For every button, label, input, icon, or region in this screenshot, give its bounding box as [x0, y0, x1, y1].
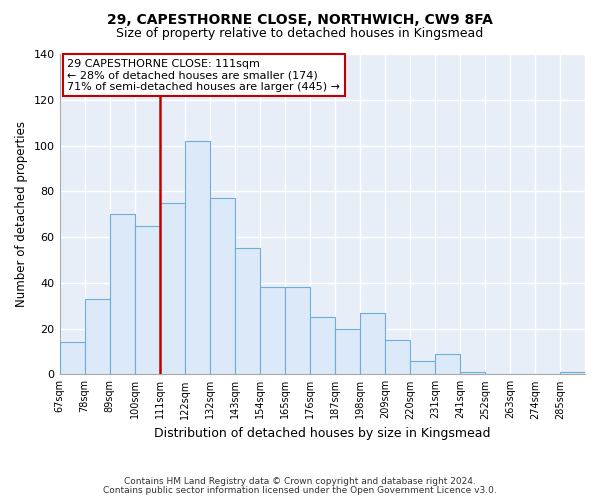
Bar: [85, 299, 110, 374]
Text: Contains HM Land Registry data © Crown copyright and database right 2024.: Contains HM Land Registry data © Crown c…: [124, 477, 476, 486]
Bar: [185, 141, 209, 374]
Bar: [160, 202, 185, 374]
Bar: [134, 226, 160, 374]
Bar: [285, 288, 310, 374]
Bar: [110, 214, 134, 374]
Text: Contains public sector information licensed under the Open Government Licence v3: Contains public sector information licen…: [103, 486, 497, 495]
Bar: [460, 372, 485, 374]
Bar: [410, 360, 435, 374]
Bar: [385, 340, 410, 374]
Bar: [59, 342, 85, 374]
Text: 29 CAPESTHORNE CLOSE: 111sqm
← 28% of detached houses are smaller (174)
71% of s: 29 CAPESTHORNE CLOSE: 111sqm ← 28% of de…: [67, 59, 340, 92]
Bar: [360, 312, 385, 374]
Bar: [209, 198, 235, 374]
Bar: [335, 328, 360, 374]
Bar: [260, 288, 285, 374]
Text: Size of property relative to detached houses in Kingsmead: Size of property relative to detached ho…: [116, 28, 484, 40]
X-axis label: Distribution of detached houses by size in Kingsmead: Distribution of detached houses by size …: [154, 427, 491, 440]
Bar: [560, 372, 585, 374]
Bar: [310, 317, 335, 374]
Text: 29, CAPESTHORNE CLOSE, NORTHWICH, CW9 8FA: 29, CAPESTHORNE CLOSE, NORTHWICH, CW9 8F…: [107, 12, 493, 26]
Y-axis label: Number of detached properties: Number of detached properties: [15, 121, 28, 307]
Bar: [435, 354, 460, 374]
Bar: [235, 248, 260, 374]
